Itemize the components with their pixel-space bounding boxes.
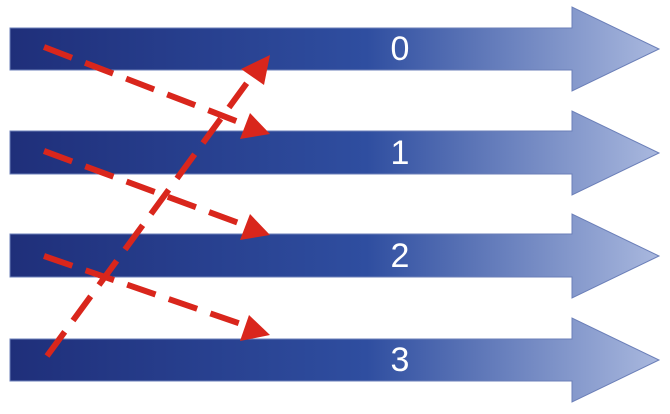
arrowhead-icon bbox=[241, 55, 270, 85]
arrowhead-icon bbox=[240, 315, 270, 341]
dashed-line bbox=[43, 253, 245, 328]
arrowhead-icon bbox=[240, 214, 270, 240]
dashed-connection-3-to-0 bbox=[44, 55, 270, 358]
lane-label-3: 3 bbox=[391, 341, 410, 379]
lane-arrow-3: 3 bbox=[9, 317, 661, 403]
arrowhead-icon bbox=[240, 113, 270, 139]
lane-label-0: 0 bbox=[391, 30, 410, 68]
dashed-connection-0-to-1 bbox=[42, 44, 270, 139]
dashed-line bbox=[44, 74, 255, 358]
dashed-line bbox=[42, 148, 246, 228]
dashed-line bbox=[42, 44, 246, 127]
lane-arrow-1: 1 bbox=[9, 110, 661, 196]
lane-arrow-2: 2 bbox=[9, 213, 661, 299]
lane-arrow-shape bbox=[9, 213, 661, 299]
dashed-connection-1-to-2 bbox=[42, 148, 270, 240]
lane-arrow-shape bbox=[9, 110, 661, 196]
lane-arrow-shape bbox=[9, 6, 661, 92]
dashed-connection-2-to-3 bbox=[43, 253, 270, 341]
lane-arrow-0: 0 bbox=[9, 6, 661, 92]
lane-label-1: 1 bbox=[391, 134, 410, 172]
lane-label-2: 2 bbox=[391, 237, 410, 275]
lane-arrow-shape bbox=[9, 317, 661, 403]
